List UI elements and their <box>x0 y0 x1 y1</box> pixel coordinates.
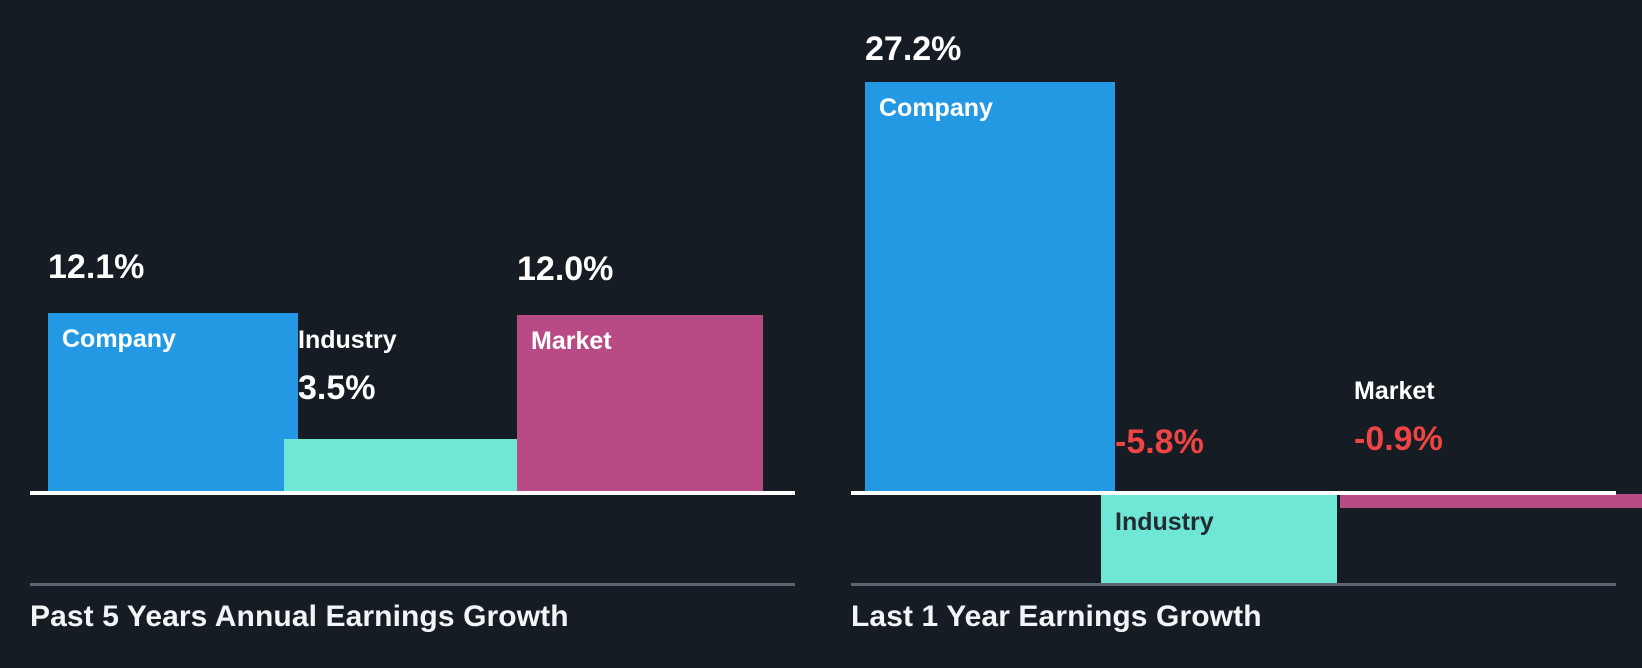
bar-label-market: Market <box>1354 377 1435 405</box>
zero-baseline <box>851 491 1616 495</box>
bar-label-company: Company <box>62 325 176 353</box>
bar-label-industry: Industry <box>1115 508 1214 536</box>
value-label-market: 12.0% <box>517 250 614 288</box>
bar-industry[interactable]: Industry <box>1101 494 1337 583</box>
plot-area-last-1-year: 27.2% Company -5.8% Industry Market -0.9… <box>851 0 1642 668</box>
bar-label-industry: Industry <box>298 326 397 354</box>
value-label-industry: 3.5% <box>298 369 376 407</box>
footer-separator <box>851 583 1616 586</box>
footer-separator <box>30 583 795 586</box>
panel-past-5-years: 12.1% Company Industry 3.5% 12.0% Market <box>30 0 795 668</box>
value-label-company: 27.2% <box>865 30 962 68</box>
bar-label-company: Company <box>879 94 993 122</box>
outside-label-market: Market -0.9% <box>1354 377 1443 458</box>
bar-market[interactable]: Market <box>517 315 763 491</box>
bar-company[interactable]: Company <box>865 82 1115 491</box>
bar-label-market: Market <box>531 327 612 355</box>
panel-last-1-year: 27.2% Company -5.8% Industry Market -0.9… <box>821 0 1642 668</box>
bar-group-market[interactable]: Market -0.9% <box>1340 0 1642 668</box>
bar-industry[interactable] <box>284 439 520 491</box>
bar-group-company[interactable]: 27.2% Company <box>865 0 1115 668</box>
bar-group-industry[interactable]: -5.8% Industry <box>1101 0 1337 668</box>
panel-title-past-5-years: Past 5 Years Annual Earnings Growth <box>30 600 569 633</box>
bar-group-market[interactable]: 12.0% Market <box>517 0 763 668</box>
plot-area-past-5-years: 12.1% Company Industry 3.5% 12.0% Market <box>30 0 795 668</box>
panel-title-last-1-year: Last 1 Year Earnings Growth <box>851 600 1262 633</box>
value-label-industry: -5.8% <box>1115 423 1204 461</box>
bar-group-industry[interactable]: Industry 3.5% <box>284 0 520 668</box>
value-label-company: 12.1% <box>48 248 145 286</box>
bar-market[interactable] <box>1340 494 1642 508</box>
outside-label-industry: Industry 3.5% <box>298 326 397 407</box>
bar-company[interactable]: Company <box>48 313 298 491</box>
zero-baseline <box>30 491 795 495</box>
bar-group-company[interactable]: 12.1% Company <box>48 0 298 668</box>
value-label-market: -0.9% <box>1354 420 1443 458</box>
